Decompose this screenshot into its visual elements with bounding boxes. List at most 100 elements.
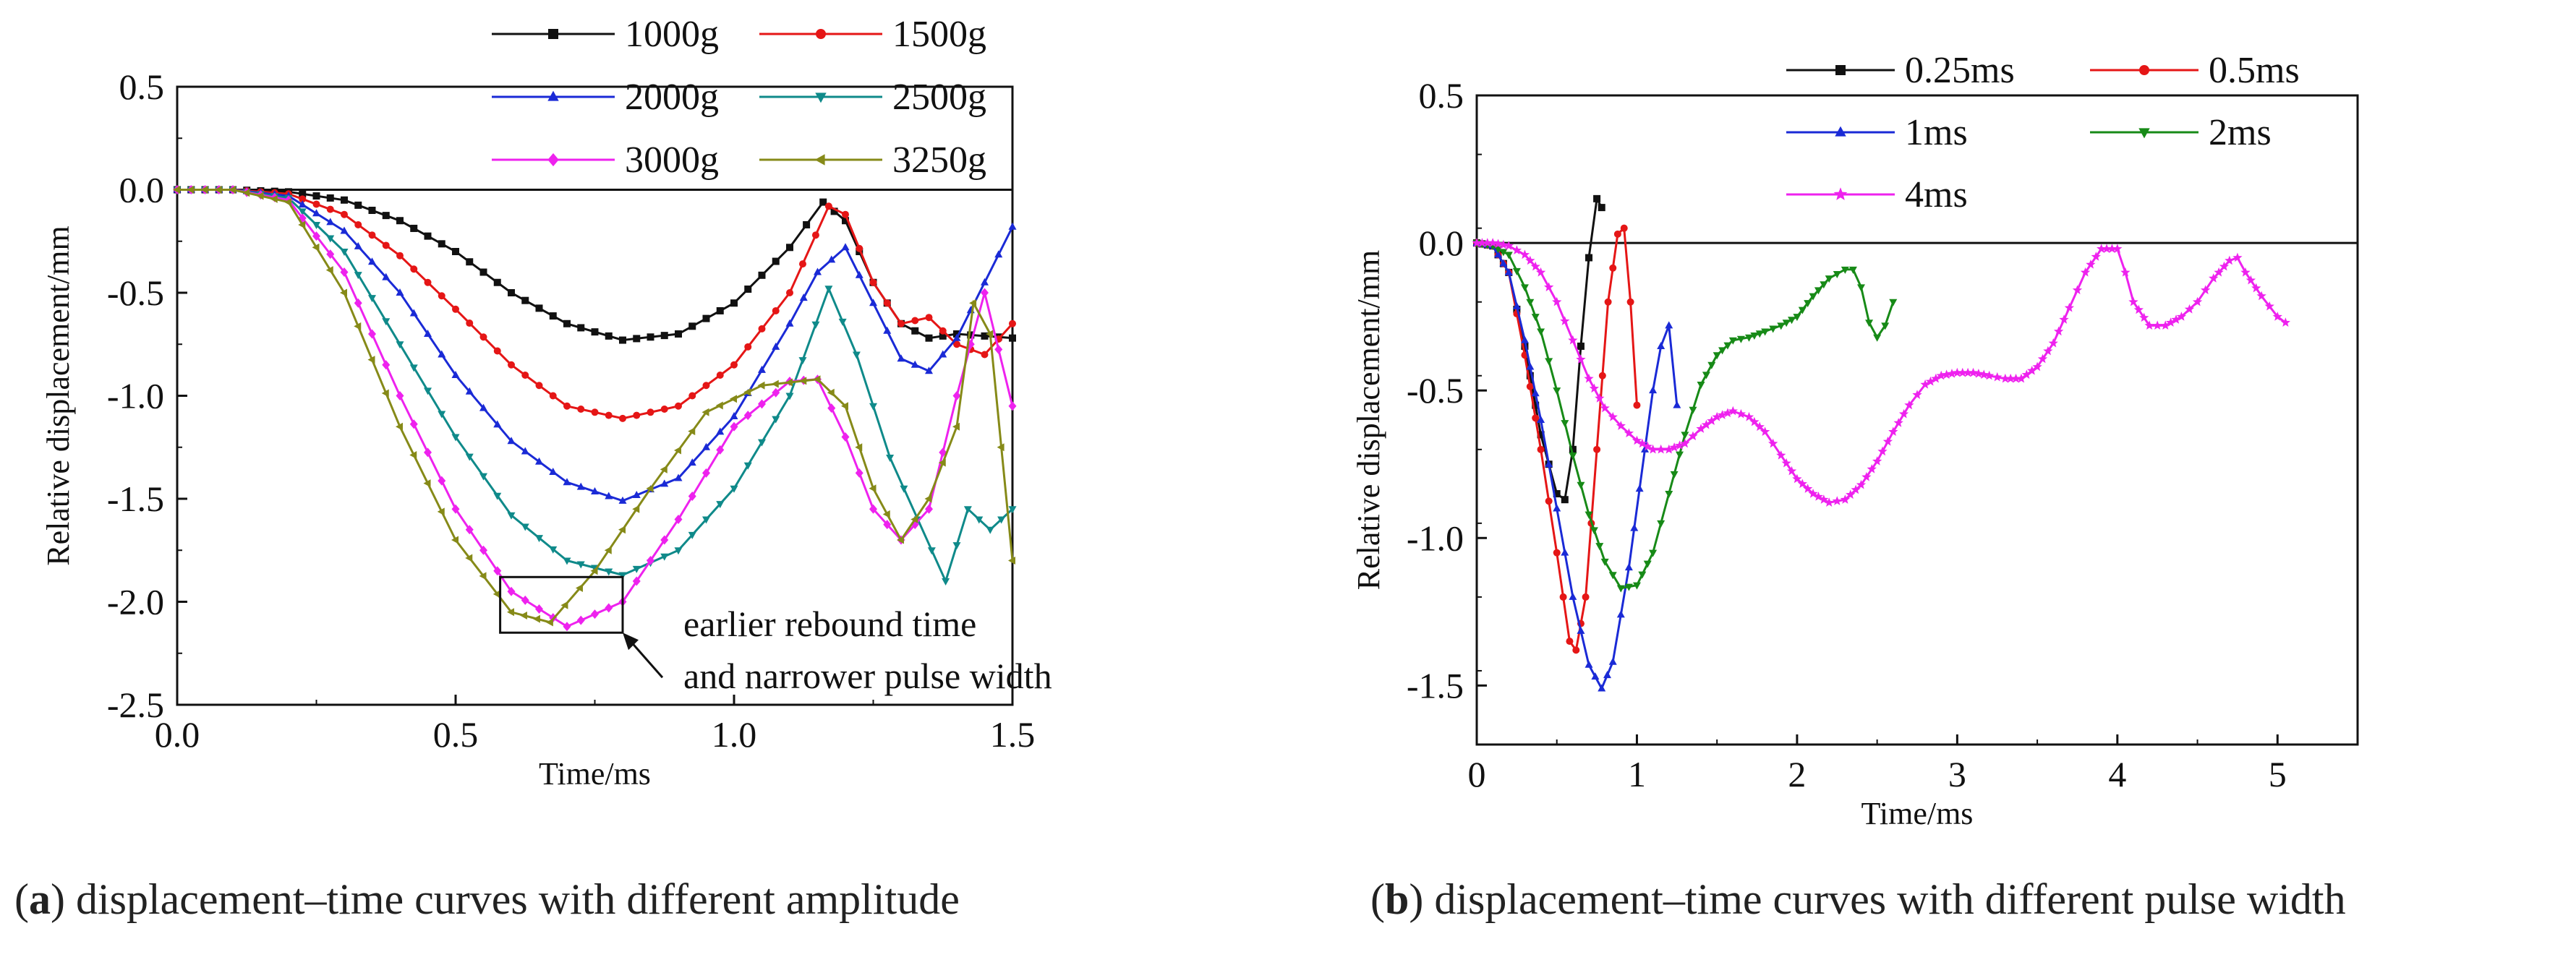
data-point-a-3250g <box>785 378 793 387</box>
data-point-b-4ms <box>2059 314 2069 324</box>
legend-item-a-3000g: 3000g <box>492 140 719 181</box>
data-point-a-3250g <box>367 356 375 364</box>
data-point-b-4ms <box>2160 320 2170 330</box>
data-point-a-2000g <box>883 326 892 334</box>
data-point-b-4ms <box>1560 316 1570 325</box>
data-point-b-4ms <box>1992 372 2003 382</box>
data-point-a-1500g <box>508 361 515 369</box>
series-line-a-3250g <box>177 189 1014 624</box>
data-point-a-3000g <box>730 421 738 432</box>
data-point-a-2000g <box>465 387 474 395</box>
legend-label-a: 3000g <box>625 140 719 181</box>
data-point-b-1ms <box>1630 523 1639 531</box>
data-point-b-0-25ms <box>1521 342 1529 350</box>
data-point-a-2500g <box>493 492 502 500</box>
data-point-a-3250g <box>229 186 236 194</box>
data-point-a-2500g <box>824 286 833 293</box>
data-point-a-1000g <box>577 324 585 332</box>
data-point-a-3250g <box>827 388 835 397</box>
data-point-b-4ms <box>1595 393 1605 403</box>
data-point-a-2500g <box>716 501 725 509</box>
data-point-a-2000g <box>396 288 404 296</box>
legend-marker-a <box>547 153 559 167</box>
caption-b-label: b <box>1384 875 1409 923</box>
x-tick-label-b: 4 <box>2108 754 2126 794</box>
data-point-b-0-25ms <box>1577 342 1585 350</box>
data-point-a-1000g <box>452 248 459 255</box>
data-point-a-1000g <box>819 198 827 206</box>
data-point-b-2ms <box>1600 558 1609 566</box>
data-point-b-0-5ms <box>1613 230 1621 238</box>
caption-a-text: displacement–time curves with different … <box>64 875 960 923</box>
data-point-b-4ms <box>2107 244 2117 253</box>
data-point-b-4ms <box>1912 390 1922 399</box>
data-point-a-3250g <box>200 186 208 194</box>
data-point-b-4ms <box>1664 444 1674 454</box>
data-point-a-1000g <box>508 289 515 296</box>
data-point-b-1ms <box>1553 504 1561 512</box>
data-point-a-1500g <box>925 314 933 322</box>
x-tick-label-a: 0.5 <box>433 714 479 755</box>
data-point-b-4ms <box>1717 410 1728 419</box>
data-point-a-3000g <box>493 566 502 576</box>
data-point-b-1ms <box>1577 626 1585 634</box>
data-point-a-1000g <box>396 217 404 225</box>
data-point-b-4ms <box>2016 373 2026 383</box>
data-point-b-4ms <box>2010 373 2021 383</box>
data-point-b-4ms <box>1552 296 1562 306</box>
data-point-b-4ms <box>1856 479 1867 489</box>
data-point-b-4ms <box>1674 440 1685 450</box>
data-point-b-2ms <box>1777 322 1786 330</box>
data-point-a-3250g <box>897 536 904 544</box>
legend-item-b-4ms: 4ms <box>1786 174 1968 215</box>
data-point-b-4ms <box>1728 406 1738 416</box>
data-point-b-4ms <box>1824 497 1834 507</box>
data-point-b-1ms <box>1598 684 1606 692</box>
data-point-a-3250g <box>270 194 278 203</box>
data-point-b-0-25ms <box>1532 401 1540 409</box>
data-point-b-4ms <box>1984 370 1995 380</box>
data-point-a-1500g <box>577 406 585 413</box>
data-point-b-0-5ms <box>1537 445 1545 453</box>
data-point-a-2500g <box>298 208 307 216</box>
data-point-a-2500g <box>326 235 335 243</box>
data-point-b-4ms <box>2043 346 2053 356</box>
data-point-a-3250g <box>701 408 709 416</box>
data-point-a-3250g <box>575 584 583 592</box>
data-point-a-3000g <box>535 604 543 614</box>
data-point-a-3000g <box>688 491 696 501</box>
data-point-a-1000g <box>967 331 975 339</box>
data-point-a-3000g <box>479 545 487 555</box>
data-point-a-3000g <box>438 476 446 486</box>
data-point-a-3250g <box>590 567 598 575</box>
data-point-b-2ms <box>1657 520 1666 528</box>
data-point-b-4ms <box>1680 438 1690 448</box>
data-point-b-2ms <box>1595 543 1604 551</box>
data-point-b-4ms <box>1519 249 1530 260</box>
data-point-a-2500g <box>942 578 950 586</box>
data-point-b-4ms <box>1979 369 1989 379</box>
data-point-b-4ms <box>1819 494 1829 504</box>
data-point-b-0-5ms <box>1633 401 1641 409</box>
data-point-a-2000g <box>660 479 669 487</box>
data-point-a-1000g <box>368 207 376 214</box>
data-point-b-0-5ms <box>1582 593 1590 601</box>
x-axis-title-b: Time/ms <box>1861 796 1974 831</box>
data-point-a-1000g <box>424 232 432 240</box>
data-point-a-1000g <box>688 322 696 330</box>
data-point-a-3000g <box>312 231 320 241</box>
data-point-a-3250g <box>969 299 977 307</box>
data-point-b-2ms <box>1865 319 1874 327</box>
data-point-b-2ms <box>1681 432 1689 439</box>
data-point-b-4ms <box>2280 317 2291 327</box>
data-point-a-3250g <box>882 510 890 518</box>
data-point-a-1000g <box>716 306 724 314</box>
data-point-b-2ms <box>1494 246 1503 254</box>
data-point-a-2500g <box>702 516 710 524</box>
data-point-a-3250g <box>354 322 362 330</box>
data-point-a-3250g <box>507 608 514 617</box>
y-tick-label-b: 0.5 <box>1419 75 1464 116</box>
data-point-b-4ms <box>1832 496 1842 505</box>
data-point-b-1ms <box>1499 259 1508 267</box>
data-point-a-2500g <box>549 546 558 554</box>
